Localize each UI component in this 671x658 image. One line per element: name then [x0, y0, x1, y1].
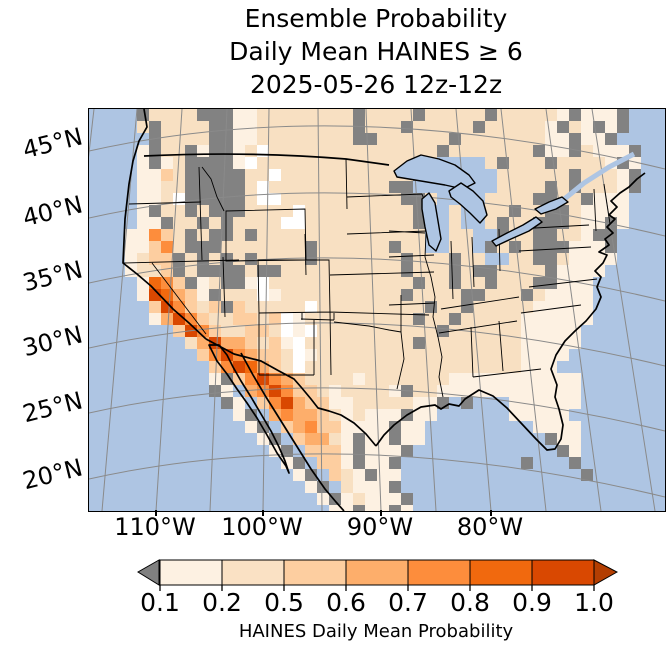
x-tick-label: 80°W	[456, 513, 524, 541]
colorbar	[137, 559, 619, 596]
x-tick-mark	[262, 510, 264, 516]
colorbar-axis-label: HAINES Daily Mean Probability	[238, 621, 514, 642]
y-tick-label: 40°N	[19, 190, 86, 233]
title-line-2: Daily Mean HAINES ≥ 6	[229, 37, 523, 66]
x-tick-label: 90°W	[346, 513, 414, 541]
y-tick-label: 25°N	[19, 386, 86, 429]
x-tick-label: 110°W	[114, 513, 196, 541]
st-lawrence-river	[555, 151, 636, 207]
title-line-1: Ensemble Probability	[244, 4, 508, 33]
y-tick-label: 30°N	[19, 320, 86, 363]
y-tick-label: 45°N	[19, 122, 86, 165]
x-tick-mark	[380, 510, 382, 516]
colorbar-tick-label: 0.7	[388, 588, 428, 617]
colorbar-tick-label: 0.6	[326, 588, 366, 617]
colorbar-tick-label: 0.1	[140, 588, 180, 617]
colorbar-over-arrow	[593, 559, 619, 586]
x-tick-mark	[155, 510, 157, 516]
map-panel: Mean Run: 2025-04-30	[88, 108, 666, 512]
colorbar-tick-label: 0.2	[202, 588, 242, 617]
colorbar-under-arrow	[137, 559, 160, 586]
graticule-latitudes	[89, 125, 665, 498]
x-tick-label: 100°W	[221, 513, 303, 541]
y-tick-label: 35°N	[19, 255, 86, 298]
coastlines	[122, 109, 646, 511]
colorbar-tick-label: 0.9	[512, 588, 552, 617]
colorbar-tick-label: 0.8	[450, 588, 490, 617]
colorbar-svg	[137, 559, 619, 591]
state-borders	[122, 158, 611, 398]
map-overlay	[89, 109, 665, 511]
x-tick-mark	[490, 510, 492, 516]
great-lakes	[393, 154, 569, 252]
figure-title: Ensemble Probability Daily Mean HAINES ≥…	[88, 2, 664, 101]
y-tick-label: 20°N	[19, 453, 86, 496]
colorbar-tick-label: 0.5	[264, 588, 304, 617]
title-line-3: 2025-05-26 12z-12z	[249, 70, 503, 99]
colorbar-tick-label: 1.0	[574, 588, 614, 617]
